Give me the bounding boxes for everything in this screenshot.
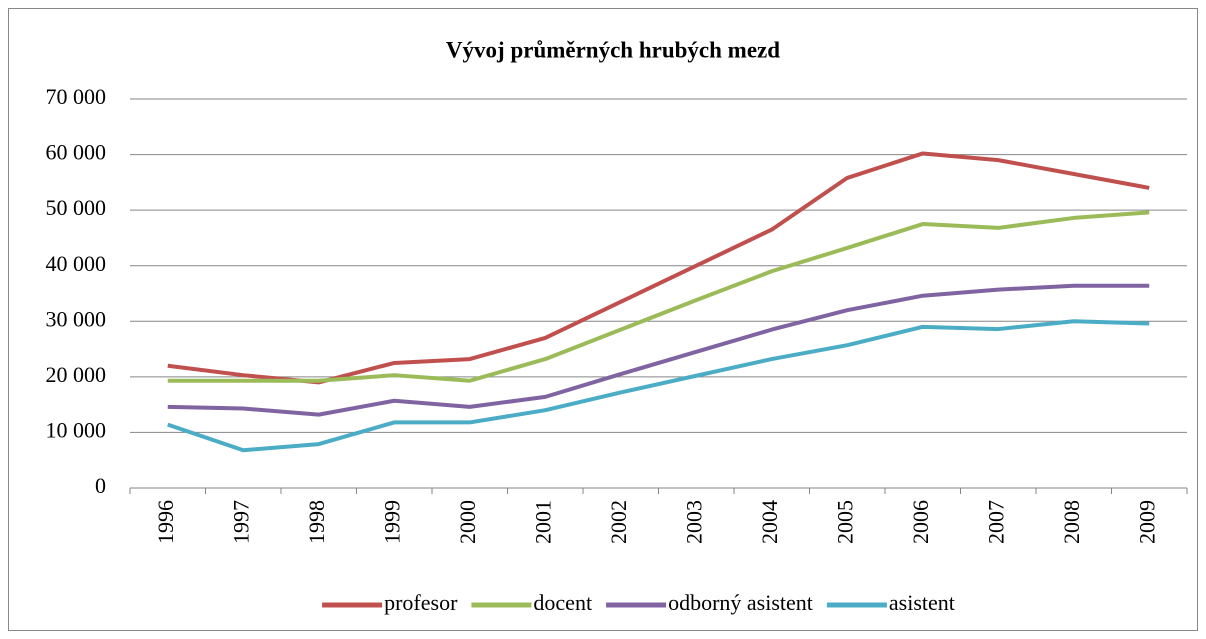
chart-border	[8, 8, 1198, 631]
legend: profesor docent odborný asistent asistent	[322, 590, 955, 615]
y-tick-label: 20 000	[46, 362, 107, 387]
x-tick-label: 2007	[983, 500, 1008, 544]
x-tick-label: 2005	[832, 500, 857, 544]
x-tick-label: 1997	[228, 500, 253, 544]
y-tick-label: 0	[95, 473, 106, 498]
x-tick-label: 2009	[1134, 500, 1159, 544]
x-tick-label: 2002	[606, 500, 631, 544]
legend-label: docent	[533, 590, 592, 615]
legend-label: asistent	[889, 590, 955, 615]
x-tick-label: 2004	[757, 500, 782, 544]
y-tick-label: 30 000	[46, 306, 107, 331]
x-tick-label: 2008	[1059, 500, 1084, 544]
x-tick-label: 2003	[681, 500, 706, 544]
x-tick-label: 1998	[304, 500, 329, 544]
x-tick-label: 2000	[455, 500, 480, 544]
x-tick-label: 1996	[153, 500, 178, 544]
line-series	[167, 210, 1150, 383]
y-tick-label: 10 000	[46, 417, 107, 442]
y-tick-label: 40 000	[46, 251, 107, 276]
x-tick-label: 2001	[530, 500, 555, 544]
x-tick-label: 2006	[908, 500, 933, 544]
y-tick-label: 70 000	[46, 84, 107, 109]
x-tick-label: 1999	[379, 500, 404, 544]
chart-title: Vývoj průměrných hrubých mezd	[446, 37, 780, 62]
legend-label: odborný asistent	[668, 590, 813, 615]
line-series	[167, 283, 1150, 417]
y-tick-label: 50 000	[46, 195, 107, 220]
y-tick-label: 60 000	[46, 140, 107, 165]
legend-label: profesor	[384, 590, 458, 615]
line-series	[167, 319, 1150, 453]
